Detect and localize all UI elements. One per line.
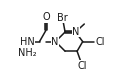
- Text: N: N: [51, 37, 59, 47]
- Text: HN: HN: [20, 37, 34, 47]
- Text: N: N: [72, 27, 80, 37]
- Text: Cl: Cl: [95, 37, 105, 47]
- Text: O: O: [42, 12, 50, 22]
- Text: NH₂: NH₂: [18, 48, 36, 58]
- Text: Cl: Cl: [78, 61, 87, 71]
- Text: Br: Br: [57, 13, 68, 23]
